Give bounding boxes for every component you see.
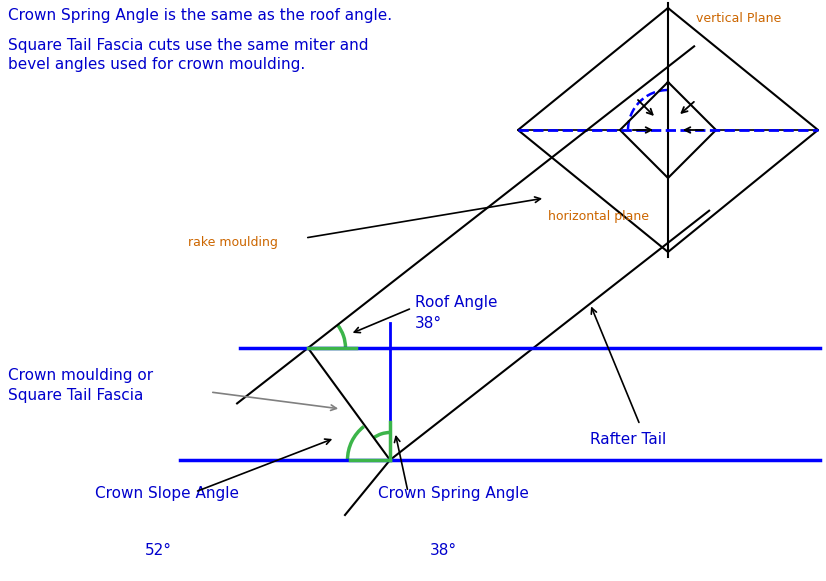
Text: Square Tail Fascia cuts use the same miter and: Square Tail Fascia cuts use the same mit… — [8, 38, 368, 53]
Text: 52°: 52° — [145, 543, 172, 558]
Text: bevel angles used for crown moulding.: bevel angles used for crown moulding. — [8, 57, 306, 72]
Text: vertical Plane: vertical Plane — [696, 12, 781, 25]
Text: horizontal plane: horizontal plane — [548, 210, 649, 223]
Text: Crown Spring Angle is the same as the roof angle.: Crown Spring Angle is the same as the ro… — [8, 8, 392, 23]
Text: Crown Slope Angle: Crown Slope Angle — [95, 486, 239, 501]
Text: Roof Angle: Roof Angle — [415, 295, 497, 310]
Text: Crown Spring Angle: Crown Spring Angle — [378, 486, 529, 501]
Text: 38°: 38° — [430, 543, 457, 558]
Text: 38°: 38° — [415, 316, 442, 331]
Text: Square Tail Fascia: Square Tail Fascia — [8, 388, 144, 403]
Text: Crown moulding or: Crown moulding or — [8, 368, 153, 383]
Text: Rafter Tail: Rafter Tail — [590, 432, 667, 447]
Text: rake moulding: rake moulding — [188, 236, 278, 249]
